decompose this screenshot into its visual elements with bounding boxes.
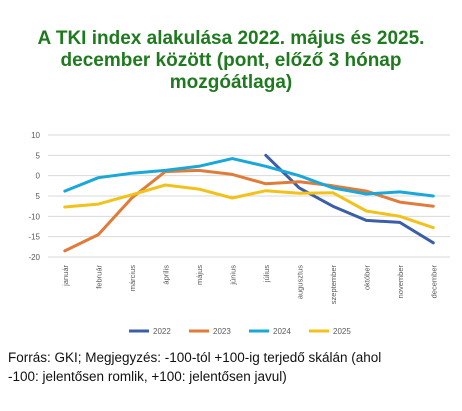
- series-line-2022: [264, 153, 435, 245]
- y-tick-label: -15: [28, 233, 40, 242]
- x-tick-label: november: [396, 265, 405, 299]
- chart-title: A TKI index alakulása 2022. május és 202…: [8, 28, 454, 94]
- legend-label-2024: 2024: [273, 327, 291, 336]
- chart-title-line-2: december között (pont, előző 3 hónap: [60, 50, 402, 71]
- x-tick-label: február: [94, 264, 103, 288]
- x-tick-label: szeptember: [329, 265, 338, 305]
- y-tick-label: -20: [28, 253, 40, 262]
- chart-title-line-3: mozgóátlaga): [169, 72, 293, 93]
- y-tick-label: -10: [28, 212, 40, 221]
- y-tick-label: 0: [36, 172, 41, 181]
- series-line-2025: [63, 183, 435, 230]
- legend-label-2025: 2025: [333, 327, 351, 336]
- chart-title-line-1: A TKI index alakulása 2022. május és 202…: [37, 28, 425, 49]
- x-tick-label: április: [161, 265, 170, 285]
- series-line-2024: [63, 157, 435, 198]
- line-chart: 10 5 0 5 -10 -15 -20 január február március áprili…: [28, 131, 450, 336]
- x-tick-label: június: [228, 265, 237, 286]
- x-tick-label: május: [195, 265, 204, 285]
- source-note: Forrás: GKI; Megjegyzés: -100-tól +100-i…: [8, 348, 458, 386]
- y-tick-label: 5: [36, 151, 41, 160]
- legend-label-2022: 2022: [153, 327, 171, 336]
- series-line-2023: [63, 168, 435, 253]
- x-tick-label: március: [128, 265, 137, 292]
- x-tick-label: január: [61, 265, 70, 287]
- x-tick-label: július: [262, 265, 271, 283]
- y-tick-label: 10: [31, 131, 40, 140]
- legend-label-2023: 2023: [213, 327, 231, 336]
- x-tick-label: október: [362, 265, 371, 291]
- x-tick-label: augusztus: [295, 265, 304, 299]
- y-tick-label: 5: [36, 192, 41, 201]
- source-note-line-1: Forrás: GKI; Megjegyzés: -100-tól +100-i…: [8, 350, 382, 365]
- x-tick-label: december: [429, 265, 438, 299]
- source-note-line-2: -100: jelentősen romlik, +100: jelentőse…: [8, 369, 287, 384]
